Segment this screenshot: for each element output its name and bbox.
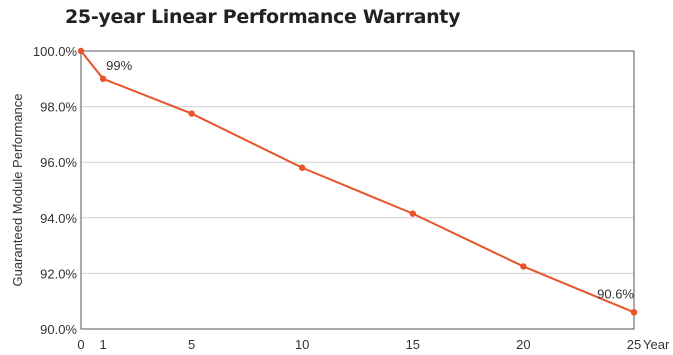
data-label: 99%	[106, 58, 132, 73]
y-tick-label: 90.0%	[40, 322, 77, 337]
y-tick-label: 96.0%	[40, 155, 77, 170]
x-tick-label: 25	[627, 337, 641, 352]
data-point	[77, 47, 85, 55]
data-point	[520, 263, 527, 270]
data-point	[299, 164, 306, 171]
x-tick-label: 10	[295, 337, 309, 352]
plot-frame	[80, 50, 635, 330]
x-tick-label: 5	[188, 337, 195, 352]
chart-title: 25-year Linear Performance Warranty	[65, 6, 461, 28]
data-point	[99, 75, 107, 83]
y-axis-ticks: 100.0% 98.0% 96.0% 94.0% 92.0% 90.0%	[33, 44, 78, 337]
data-point	[630, 309, 638, 316]
y-tick-label: 100.0%	[33, 44, 78, 59]
y-tick-label: 98.0%	[40, 100, 77, 115]
y-tick-label: 94.0%	[40, 211, 77, 226]
data-annotations: 99% 90.6%	[106, 58, 634, 302]
x-tick-label: 0	[77, 337, 84, 352]
x-axis-ticks: 0 1 5 10 15 20 25	[77, 337, 641, 352]
y-tick-label: 92.0%	[40, 266, 77, 281]
y-axis-label: Guaranteed Module Performance	[10, 94, 25, 287]
data-point	[188, 110, 195, 117]
x-axis-label: Year	[643, 337, 670, 352]
x-tick-label: 15	[406, 337, 420, 352]
data-label: 90.6%	[597, 286, 634, 301]
x-tick-label: 1	[100, 337, 107, 352]
data-point	[409, 210, 416, 217]
x-tick-label: 20	[516, 337, 530, 352]
data-points	[77, 47, 638, 316]
